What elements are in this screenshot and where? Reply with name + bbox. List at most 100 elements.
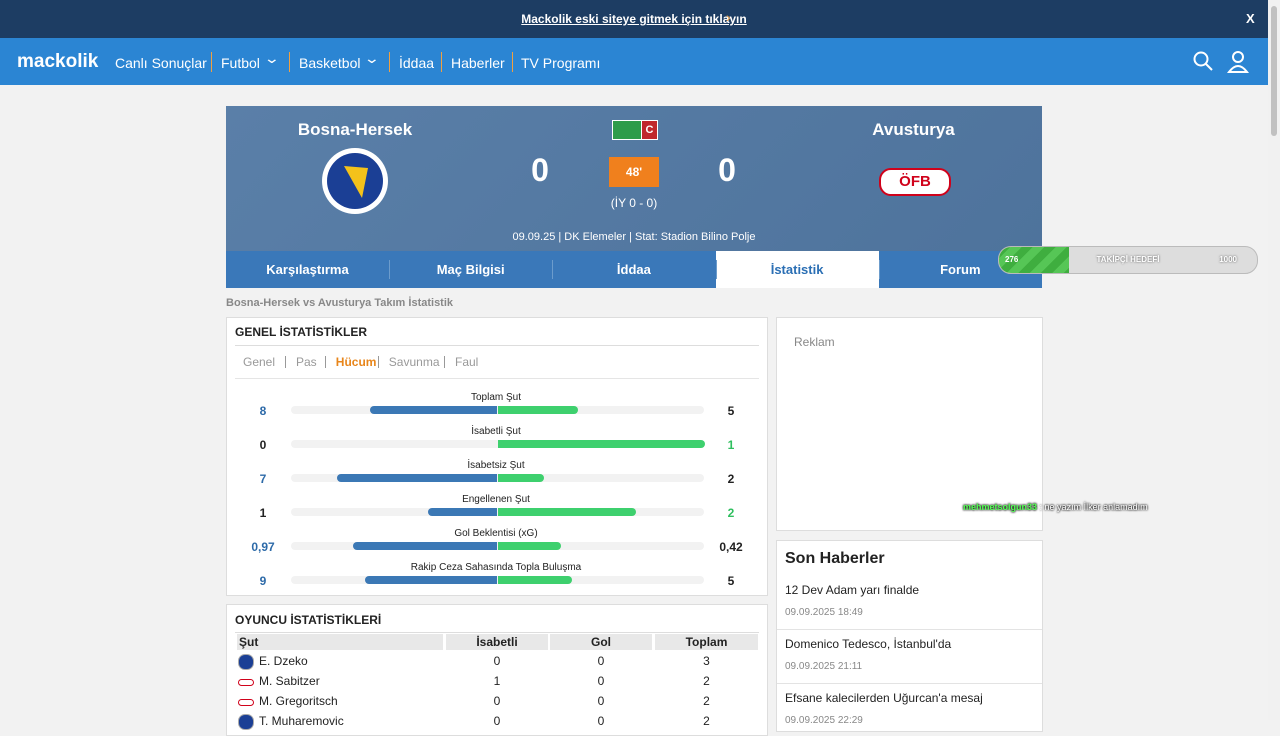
away-value: 0,42	[719, 540, 743, 554]
divider	[235, 378, 759, 379]
home-value: 7	[259, 472, 267, 486]
logo[interactable]: mackolik	[17, 51, 99, 72]
home-value: 9	[259, 574, 267, 588]
banner-arrow: ›	[726, 9, 731, 25]
home-logo	[322, 148, 388, 214]
player-name[interactable]: T. Muharemovic	[259, 714, 344, 728]
home-bar	[353, 542, 497, 550]
nav-separator	[389, 52, 390, 72]
divider	[777, 683, 1042, 684]
stat-filter[interactable]: Pas	[296, 355, 317, 369]
progress-current: 276	[1005, 255, 1019, 264]
news-item[interactable]: Efsane kalecilerden Uğurcan'a mesaj	[785, 691, 983, 705]
top-banner: Mackolik eski siteye gitmek için tıklayı…	[0, 0, 1268, 38]
home-bar	[428, 508, 497, 516]
nav-link[interactable]: Futbol	[221, 55, 260, 71]
news-date: 09.09.2025 21:11	[785, 661, 863, 672]
stat-filter[interactable]: Savunma	[388, 355, 440, 369]
stat-label: Toplam Şut	[470, 392, 522, 403]
panel-title: GENEL İSTATİSTİKLER	[235, 325, 368, 339]
home-bar	[364, 576, 497, 584]
news-date: 09.09.2025 18:49	[785, 607, 863, 618]
scrollbar[interactable]	[1268, 0, 1280, 720]
away-score: 0	[718, 152, 736, 188]
home-bar	[370, 406, 497, 414]
filter-separator	[324, 356, 326, 368]
match-minute: 48'	[609, 157, 659, 187]
tab[interactable]: Karşılaştırma	[266, 262, 349, 277]
home-value: 8	[259, 404, 267, 418]
banner-link[interactable]: Mackolik eski siteye gitmek için tıklayı…	[521, 12, 747, 26]
tab[interactable]: İddaa	[616, 262, 651, 277]
table-header: Şut	[237, 634, 443, 650]
team-icon	[238, 654, 254, 670]
progress-fill	[999, 247, 1069, 273]
player-stats-panel: OYUNCU İSTATİSTİKLERİ Şut İsabetli Gol Topl…	[226, 604, 768, 736]
table-header: Toplam	[655, 634, 758, 650]
table-cell: 2	[703, 694, 710, 708]
follower-goal-bar: 276 TAKİPÇİ HEDEFİ 1000	[998, 246, 1258, 274]
news-item[interactable]: Domenico Tedesco, İstanbul'da	[785, 637, 952, 651]
team-icon	[238, 699, 254, 706]
divider	[235, 632, 759, 633]
stat-filter[interactable]: Faul	[455, 355, 479, 369]
tab[interactable]: İstatistik	[715, 251, 879, 288]
home-team[interactable]: Bosna-Hersek	[297, 120, 413, 139]
away-value: 2	[727, 506, 735, 520]
chat-message: mehmetsolgun33 : ne yazım İlker anlamadı…	[963, 502, 1148, 512]
nav-link[interactable]: Canlı Sonuçlar	[115, 55, 207, 71]
home-value: 0	[259, 438, 267, 452]
away-value: 5	[727, 574, 735, 588]
table-cell: 0	[597, 714, 605, 728]
stat-filter[interactable]: Hücum	[335, 355, 377, 369]
nav-bar: mackolik Canlı Sonuçlar Futbol ⌄ Basketbol ⌄…	[0, 38, 1268, 85]
nav-link[interactable]: İddaa	[399, 55, 435, 71]
news-item[interactable]: 12 Dev Adam yarı finalde	[785, 583, 920, 597]
nav-separator	[512, 52, 513, 72]
nav-separator	[289, 52, 290, 72]
away-value: 5	[727, 404, 735, 418]
home-bar	[336, 474, 497, 482]
tab[interactable]: Forum	[940, 262, 981, 277]
progress-goal: 1000	[1219, 255, 1237, 264]
player-name[interactable]: E. Dzeko	[259, 654, 308, 668]
match-info: 09.09.25 | DK Elemeler | Stat: Stadion B…	[512, 231, 756, 243]
home-value: 0,97	[251, 540, 275, 554]
table-cell: 0	[493, 714, 501, 728]
stat-filter[interactable]: Genel	[243, 355, 276, 369]
nav-link[interactable]: Basketbol	[299, 55, 361, 71]
away-team[interactable]: Avusturya	[872, 120, 955, 139]
chat-user: mehmetsolgun33	[963, 502, 1038, 512]
table-header: İsabetli	[446, 634, 548, 650]
away-bar	[498, 542, 561, 550]
table-header: Gol	[550, 634, 652, 650]
divider	[235, 345, 759, 346]
news-title: Son Haberler	[785, 550, 885, 567]
dropdown-caret[interactable]: ⌄	[263, 50, 281, 66]
player-name[interactable]: M. Gregoritsch	[259, 694, 338, 708]
divider	[777, 629, 1042, 630]
away-bar	[498, 440, 705, 448]
channel-badge: C	[641, 120, 658, 140]
away-value: 1	[727, 438, 735, 452]
nav-icons[interactable]	[1192, 51, 1252, 73]
home-value: 1	[259, 506, 267, 520]
away-bar	[498, 406, 578, 414]
tab-separator	[389, 260, 391, 279]
table-cell: 1	[493, 674, 501, 688]
away-bar	[498, 474, 544, 482]
nav-link[interactable]: Haberler	[451, 55, 505, 71]
dropdown-caret[interactable]: ⌄	[363, 50, 381, 66]
nav-separator	[441, 52, 442, 72]
team-icon	[238, 714, 254, 730]
tab[interactable]: Maç Bilgisi	[436, 262, 505, 277]
nav-link[interactable]: TV Programı	[521, 55, 601, 71]
player-name[interactable]: M. Sabitzer	[259, 674, 320, 688]
chat-text: : ne yazım İlker anlamadım	[1039, 502, 1148, 512]
general-stats-panel: GENEL İSTATİSTİKLER Genel Pas Hücum Savunma…	[226, 317, 768, 596]
tab-separator	[715, 260, 717, 279]
tabs: Karşılaştırma Maç Bilgisi İddaa İstatistik F…	[226, 251, 1042, 288]
close-button[interactable]: X	[1246, 11, 1255, 26]
bar-track	[291, 508, 704, 516]
